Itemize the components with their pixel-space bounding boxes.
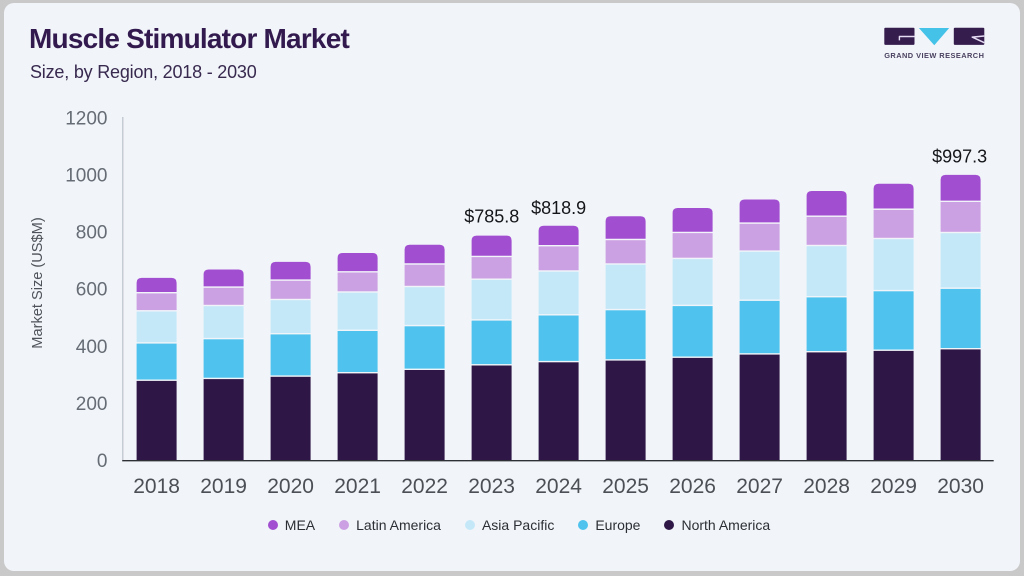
svg-text:$818.9: $818.9 xyxy=(531,198,586,218)
svg-text:2018: 2018 xyxy=(133,475,180,498)
svg-text:200: 200 xyxy=(76,394,108,415)
svg-text:2021: 2021 xyxy=(334,475,381,498)
svg-text:1200: 1200 xyxy=(65,108,107,129)
svg-text:1000: 1000 xyxy=(65,165,107,186)
svg-text:$785.8: $785.8 xyxy=(464,207,519,227)
svg-text:600: 600 xyxy=(76,280,108,301)
svg-text:400: 400 xyxy=(76,337,108,358)
svg-text:2020: 2020 xyxy=(267,475,314,498)
svg-text:2024: 2024 xyxy=(535,475,582,498)
svg-text:2028: 2028 xyxy=(803,475,850,498)
svg-text:$997.3: $997.3 xyxy=(932,147,987,167)
svg-text:2022: 2022 xyxy=(401,475,448,498)
svg-text:800: 800 xyxy=(76,223,108,244)
svg-text:2025: 2025 xyxy=(602,475,649,498)
svg-text:2023: 2023 xyxy=(468,475,515,498)
svg-text:0: 0 xyxy=(97,451,108,472)
svg-text:Market Size (US$M): Market Size (US$M) xyxy=(30,217,46,348)
svg-text:GRAND VIEW RESEARCH: GRAND VIEW RESEARCH xyxy=(884,51,984,60)
svg-text:2019: 2019 xyxy=(200,475,247,498)
svg-text:2030: 2030 xyxy=(937,475,984,498)
svg-text:2026: 2026 xyxy=(669,475,716,498)
svg-text:2029: 2029 xyxy=(870,475,917,498)
svg-text:2027: 2027 xyxy=(736,475,783,498)
